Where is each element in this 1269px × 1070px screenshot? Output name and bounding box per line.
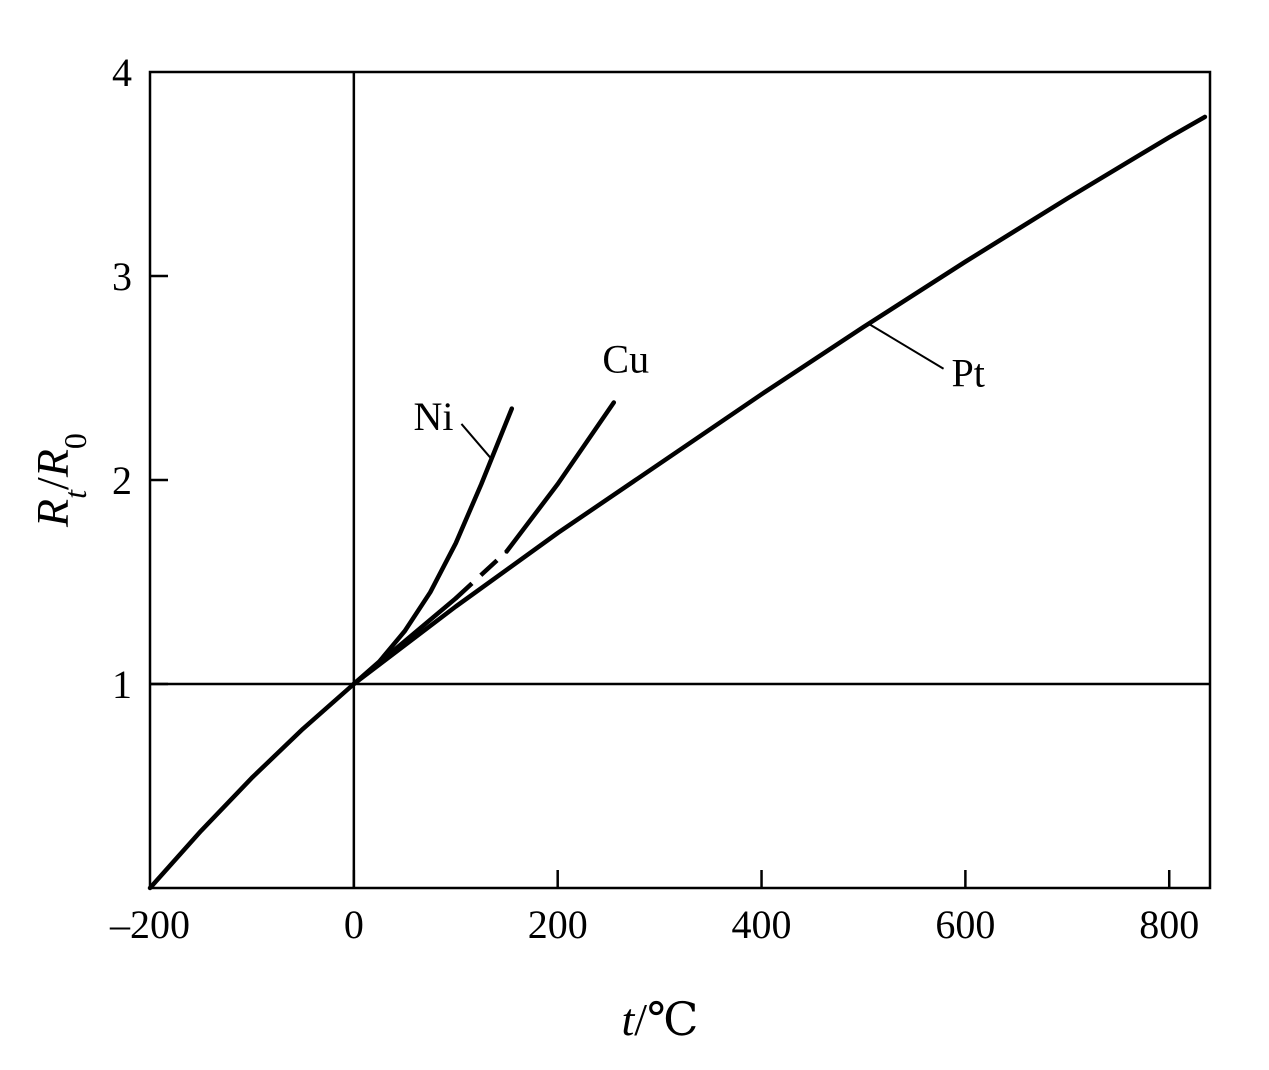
ticks-layer [150, 274, 1171, 888]
plot-frame [148, 70, 1212, 890]
series-line-ni [351, 406, 515, 687]
x-tick-label: 0 [344, 902, 364, 947]
x-tick-label: 200 [528, 902, 588, 947]
y-tick-label: 3 [112, 254, 132, 299]
x-tick-label: 600 [935, 902, 995, 947]
x-tick-label: –200 [109, 902, 190, 947]
y-tick-label: 1 [112, 662, 132, 707]
plot-frame-layer [148, 70, 1212, 890]
reference-lines-layer [150, 72, 1210, 888]
leader-line-ni [460, 423, 493, 460]
series-line-cu-dashed [454, 549, 509, 600]
series-line-pt [147, 114, 1208, 891]
series-line-cu-upper [504, 400, 617, 554]
y-tick-label: 2 [112, 458, 132, 503]
series-layer [147, 114, 1208, 891]
series-label-cu: Cu [602, 336, 649, 381]
y-axis-title: Rt/R0 [27, 433, 93, 528]
labels-layer: –200 0 200 400 600 800 1 2 3 4 Pt Cu Ni t/℃ Rt/R0 [27, 50, 1199, 1045]
series-label-ni: Ni [413, 394, 453, 439]
x-axis-title: t/℃ [621, 994, 698, 1045]
x-tick-label: 800 [1139, 902, 1199, 947]
x-tick-label: 400 [732, 902, 792, 947]
y-tick-label: 4 [112, 50, 132, 95]
leader-line-pt [868, 322, 945, 370]
series-label-pt: Pt [952, 351, 985, 396]
